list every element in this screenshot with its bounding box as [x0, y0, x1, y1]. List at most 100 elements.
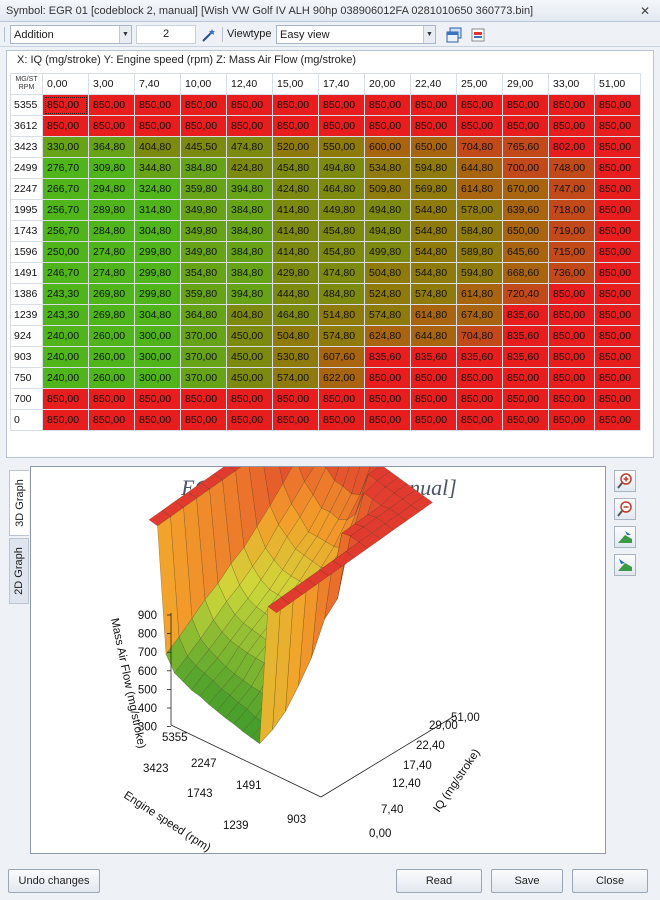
- map-cell[interactable]: 414,80: [272, 199, 319, 221]
- map-cell[interactable]: 364,80: [88, 136, 135, 158]
- map-cell[interactable]: 850,00: [548, 94, 595, 116]
- map-cell[interactable]: 484,80: [318, 283, 365, 305]
- map-cell[interactable]: 349,80: [180, 220, 227, 242]
- map-cell[interactable]: 850,00: [42, 115, 89, 137]
- map-cell[interactable]: 260,00: [88, 325, 135, 347]
- map-cell[interactable]: 850,00: [594, 241, 641, 263]
- map-cell[interactable]: 850,00: [456, 388, 503, 410]
- map-cell[interactable]: 850,00: [272, 388, 319, 410]
- map-cell[interactable]: 504,80: [364, 262, 411, 284]
- map-cell[interactable]: 850,00: [318, 409, 365, 431]
- map-cell[interactable]: 450,00: [226, 346, 273, 368]
- map-cell[interactable]: 736,00: [548, 262, 595, 284]
- map-cell[interactable]: 850,00: [134, 115, 181, 137]
- map-cell[interactable]: 850,00: [548, 304, 595, 326]
- map-cell[interactable]: 719,00: [548, 220, 595, 242]
- map-cell[interactable]: 299,80: [134, 262, 181, 284]
- map-cell[interactable]: 499,80: [364, 241, 411, 263]
- map-cell[interactable]: 850,00: [456, 115, 503, 137]
- map-cell[interactable]: 574,00: [272, 367, 319, 389]
- map-cell[interactable]: 850,00: [594, 115, 641, 137]
- map-cell[interactable]: 464,80: [318, 178, 365, 200]
- map-cell[interactable]: 835,60: [456, 346, 503, 368]
- map-cell[interactable]: 650,00: [410, 136, 457, 158]
- toggle-window-icon[interactable]: [444, 25, 464, 44]
- compare-icon[interactable]: [468, 25, 488, 44]
- map-cell[interactable]: 384,80: [226, 241, 273, 263]
- map-cell[interactable]: 269,80: [88, 304, 135, 326]
- map-cell[interactable]: 454,80: [318, 241, 365, 263]
- map-cell[interactable]: 850,00: [502, 94, 549, 116]
- map-cell[interactable]: 850,00: [594, 157, 641, 179]
- map-cell[interactable]: 850,00: [318, 388, 365, 410]
- map-cell[interactable]: 850,00: [594, 283, 641, 305]
- map-cell[interactable]: 304,80: [134, 220, 181, 242]
- map-cell[interactable]: 850,00: [594, 262, 641, 284]
- map-cell[interactable]: 624,80: [364, 325, 411, 347]
- map-cell[interactable]: 850,00: [456, 409, 503, 431]
- map-cell[interactable]: 850,00: [548, 367, 595, 389]
- map-cell[interactable]: 850,00: [594, 388, 641, 410]
- map-cell[interactable]: 394,80: [226, 178, 273, 200]
- map-cell[interactable]: 454,80: [272, 157, 319, 179]
- apply-wand-icon[interactable]: [198, 25, 218, 44]
- map-cell[interactable]: 404,80: [134, 136, 181, 158]
- rotate-up-icon[interactable]: [614, 526, 636, 548]
- map-cell[interactable]: 645,60: [502, 241, 549, 263]
- map-cell[interactable]: 748,00: [548, 157, 595, 179]
- map-cell[interactable]: 600,00: [364, 136, 411, 158]
- map-cell[interactable]: 309,80: [88, 157, 135, 179]
- close-icon[interactable]: ✕: [639, 3, 651, 18]
- map-cell[interactable]: 850,00: [548, 283, 595, 305]
- map-cell[interactable]: 850,00: [42, 388, 89, 410]
- map-cell[interactable]: 569,80: [410, 178, 457, 200]
- map-cell[interactable]: 835,60: [502, 346, 549, 368]
- map-cell[interactable]: 704,80: [456, 325, 503, 347]
- map-cell[interactable]: 670,00: [502, 178, 549, 200]
- map-cell[interactable]: 607,60: [318, 346, 365, 368]
- map-cell[interactable]: 276,70: [42, 157, 89, 179]
- map-cell[interactable]: 850,00: [594, 178, 641, 200]
- map-cell[interactable]: 614,80: [410, 304, 457, 326]
- map-cell[interactable]: 850,00: [594, 409, 641, 431]
- map-cell[interactable]: 250,00: [42, 241, 89, 263]
- map-cell[interactable]: 494,80: [364, 220, 411, 242]
- map-cell[interactable]: 243,30: [42, 304, 89, 326]
- map-cell[interactable]: 454,80: [318, 220, 365, 242]
- map-cell[interactable]: 850,00: [410, 367, 457, 389]
- map-cell[interactable]: 494,80: [364, 199, 411, 221]
- map-cell[interactable]: 414,80: [272, 220, 319, 242]
- map-cell[interactable]: 850,00: [272, 409, 319, 431]
- map-cell[interactable]: 544,80: [410, 241, 457, 263]
- map-cell[interactable]: 300,00: [134, 325, 181, 347]
- map-cell[interactable]: 384,80: [226, 199, 273, 221]
- map-cell[interactable]: 835,60: [364, 346, 411, 368]
- map-cell[interactable]: 850,00: [180, 388, 227, 410]
- map-cell[interactable]: 850,00: [318, 94, 365, 116]
- map-cell[interactable]: 850,00: [502, 115, 549, 137]
- chevron-down-icon[interactable]: ▼: [423, 26, 435, 43]
- map-cell[interactable]: 509,80: [364, 178, 411, 200]
- map-cell[interactable]: 534,80: [364, 157, 411, 179]
- map-cell[interactable]: 240,00: [42, 367, 89, 389]
- map-cell[interactable]: 289,80: [88, 199, 135, 221]
- map-cell[interactable]: 504,80: [272, 325, 319, 347]
- save-button[interactable]: Save: [491, 869, 563, 893]
- map-cell[interactable]: 850,00: [42, 94, 89, 116]
- map-cell[interactable]: 850,00: [548, 115, 595, 137]
- map-cell[interactable]: 414,80: [272, 241, 319, 263]
- map-cell[interactable]: 850,00: [226, 409, 273, 431]
- graph-canvas[interactable]: EGR 01 [codeblock 2, manual] 90080070060…: [30, 466, 606, 855]
- map-cell[interactable]: 850,00: [594, 367, 641, 389]
- map-cell[interactable]: 424,80: [226, 157, 273, 179]
- map-cell[interactable]: 520,00: [272, 136, 319, 158]
- map-cell[interactable]: 474,80: [318, 262, 365, 284]
- read-button[interactable]: Read: [396, 869, 482, 893]
- map-cell[interactable]: 349,80: [180, 199, 227, 221]
- map-cell[interactable]: 266,70: [42, 178, 89, 200]
- map-cell[interactable]: 850,00: [502, 409, 549, 431]
- map-cell[interactable]: 668,60: [502, 262, 549, 284]
- map-cell[interactable]: 364,80: [180, 304, 227, 326]
- map-cell[interactable]: 850,00: [180, 94, 227, 116]
- map-cell[interactable]: 850,00: [134, 388, 181, 410]
